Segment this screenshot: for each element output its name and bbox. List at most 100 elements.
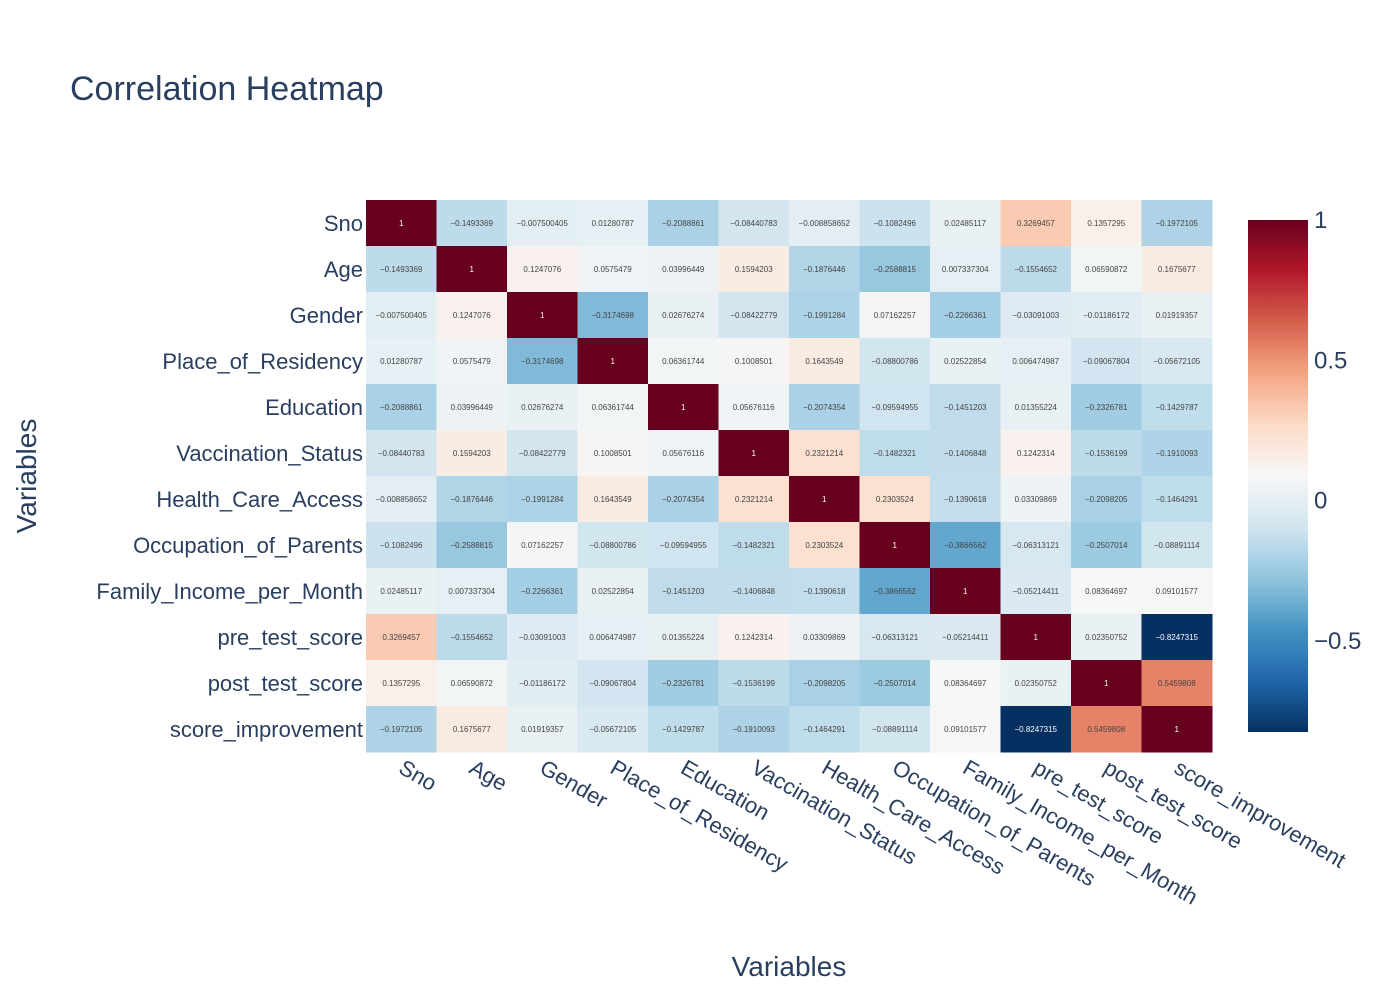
heatmap-cell (789, 246, 860, 293)
cell-value-label: −0.007500405 (517, 219, 569, 228)
heatmap-cell (577, 660, 649, 707)
cell-value-label: −0.1536199 (733, 679, 776, 688)
heatmap-cell (577, 476, 649, 523)
cell-value-label: −0.008858652 (799, 219, 851, 228)
y-axis-title: Variables (11, 419, 42, 534)
cell-value-label: 0.01355224 (662, 633, 705, 642)
y-tick-label: Age (324, 257, 363, 282)
cell-value-label: 1 (540, 311, 545, 320)
heatmap-cell (1141, 338, 1213, 385)
cell-value-label: −0.1451203 (944, 403, 987, 412)
heatmap-cell (859, 476, 931, 523)
cell-value-label: −0.08440783 (378, 449, 425, 458)
heatmap-cell (648, 706, 719, 753)
cell-value-label: −0.1390618 (944, 495, 987, 504)
heatmap-cell (718, 660, 790, 707)
heatmap-cell (1000, 522, 1072, 569)
y-tick-label: Health_Care_Access (156, 487, 363, 512)
cell-value-label: −0.1536199 (1085, 449, 1128, 458)
heatmap-cell (436, 430, 508, 477)
heatmap-cell (1000, 568, 1072, 615)
heatmap-cell (1000, 614, 1072, 661)
cell-value-label: −0.1406848 (944, 449, 987, 458)
heatmap-cell (366, 522, 437, 569)
heatmap-cell (1000, 292, 1072, 339)
heatmap-cell (648, 568, 719, 615)
heatmap-cell (366, 568, 437, 615)
cell-value-label: −0.06313121 (871, 633, 918, 642)
heatmap-cell (366, 706, 437, 753)
cell-value-label: 0.006474987 (1012, 357, 1059, 366)
cell-value-label: 0.06361744 (592, 403, 635, 412)
colorbar-tick-label: 1 (1314, 207, 1327, 234)
heatmap-cell (718, 568, 790, 615)
cell-value-label: 0.1242314 (735, 633, 773, 642)
cell-value-label: 0.01280787 (592, 219, 635, 228)
cell-value-label: 0.02676274 (662, 311, 705, 320)
cell-value-label: 1 (893, 541, 898, 550)
heatmap-cell (436, 200, 508, 247)
colorbar-tick-label: −0.5 (1314, 628, 1361, 655)
heatmap-cell (577, 292, 649, 339)
cell-value-label: −0.1482321 (874, 449, 917, 458)
cell-value-label: −0.2326781 (1085, 403, 1128, 412)
heatmap-cell (507, 384, 578, 431)
cell-value-label: −0.08891114 (1154, 541, 1200, 550)
heatmap-cell (930, 706, 1001, 753)
heatmap-cell (1141, 200, 1213, 247)
cell-value-label: 0.1242314 (1017, 449, 1055, 458)
y-tick-label: post_test_score (208, 671, 363, 696)
cell-value-label: 0.01280787 (380, 357, 423, 366)
y-tick-label: Sno (324, 211, 363, 236)
heatmap-cell (1000, 706, 1072, 753)
heatmap-cell (1141, 246, 1213, 293)
cell-value-label: −0.1082496 (874, 219, 917, 228)
heatmap-cell (930, 660, 1001, 707)
cell-value-label: 0.03996449 (451, 403, 494, 412)
heatmap-cell (859, 200, 931, 247)
cell-value-label: 0.1594203 (735, 265, 773, 274)
heatmap-cell (1141, 706, 1213, 753)
heatmap-cell (789, 660, 860, 707)
cell-value-label: −0.2507014 (874, 679, 917, 688)
heatmap-cell (436, 476, 508, 523)
y-tick-labels: Sno Age Gender Place_of_Residency Education V… (96, 211, 363, 742)
heatmap-cell (648, 522, 719, 569)
colorbar (1248, 220, 1308, 732)
cell-value-label: −0.1493369 (451, 219, 494, 228)
heatmap-cell (789, 292, 860, 339)
colorbar-tick-label: 0 (1314, 488, 1327, 515)
cell-value-label: 0.1675677 (1158, 265, 1196, 274)
heatmap-cell (718, 706, 790, 753)
cell-value-label: −0.05672105 (1153, 357, 1200, 366)
x-axis-title: Variables (732, 951, 847, 982)
heatmap-cell (1071, 430, 1142, 477)
heatmap-cell (648, 384, 719, 431)
cell-value-label: −0.08422779 (730, 311, 777, 320)
cell-value-label: −0.03091003 (1012, 311, 1059, 320)
y-tick-label: Education (265, 395, 363, 420)
heatmap-cell (1000, 430, 1072, 477)
cell-value-label: 1 (611, 357, 616, 366)
heatmap-cell (507, 660, 578, 707)
heatmap-cell (1000, 246, 1072, 293)
cell-value-label: 0.03309869 (803, 633, 846, 642)
heatmap-cell (859, 430, 931, 477)
heatmap-cell (930, 384, 1001, 431)
cell-value-label: −0.1554652 (451, 633, 494, 642)
heatmap-cell (648, 660, 719, 707)
heatmap-cell (1071, 476, 1142, 523)
heatmap-cell (718, 384, 790, 431)
cell-value-label: 0.1643549 (805, 357, 843, 366)
cell-value-label: 0.2303524 (805, 541, 843, 550)
cell-value-label: −0.05672105 (589, 725, 636, 734)
cell-value-label: −0.2588815 (451, 541, 494, 550)
heatmap-cell (648, 292, 719, 339)
cell-value-label: 0.01919357 (1156, 311, 1199, 320)
heatmap-cell (1071, 660, 1142, 707)
heatmap-cell (789, 476, 860, 523)
heatmap-cell (366, 338, 437, 385)
cell-value-label: 1 (1175, 725, 1180, 734)
heatmap-cell (366, 614, 437, 661)
y-tick-label: Vaccination_Status (176, 441, 363, 466)
